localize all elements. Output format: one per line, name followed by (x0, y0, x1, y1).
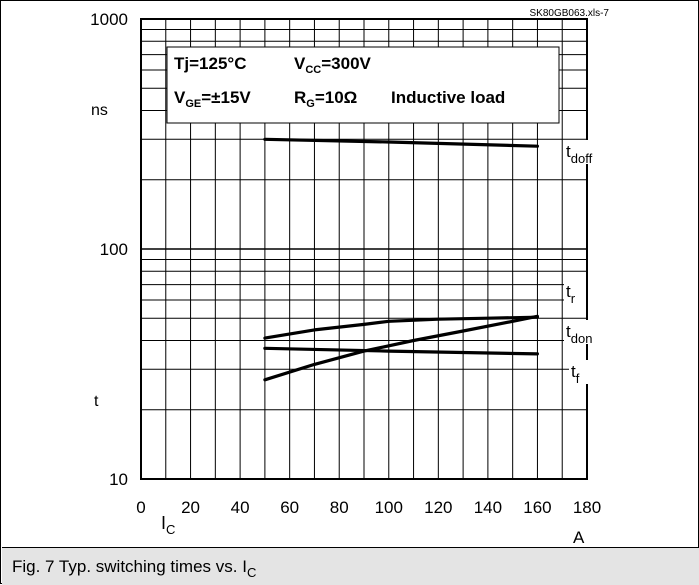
series-label-t-f: tf (571, 362, 580, 386)
x-axis-labels: 0 20 40 60 80 100 120 140 160 180 (136, 498, 601, 517)
conditions-box-bg (166, 46, 560, 124)
series-group (263, 137, 540, 382)
x-tick-label: 0 (136, 498, 145, 517)
condition-tj: Tj=125°C (174, 54, 246, 73)
x-symbol-label: IC (161, 513, 175, 537)
y-axis-labels: 10 100 1000 (90, 10, 128, 489)
series-line-t-r (263, 315, 540, 340)
series-labels: tdoff tr tdon tf (564, 140, 610, 386)
condition-rg: RG=10Ω (294, 88, 357, 110)
plot-border (140, 18, 588, 480)
conditions-box: Tj=125°C VCC=300V VGE=±15V RG=10Ω Induct… (166, 46, 560, 124)
y-unit-label: ns (91, 102, 108, 119)
x-tick-label: 60 (280, 498, 299, 517)
condition-vge: VGE=±15V (174, 88, 251, 110)
caption-bar: Fig. 7 Typ. switching times vs. IC (2, 547, 699, 585)
x-tick-label: 80 (330, 498, 349, 517)
series-label-bg (564, 140, 610, 164)
series-label-t-r: tr (566, 282, 576, 306)
switching-times-chart: Tj=125°C VCC=300V VGE=±15V RG=10Ω Induct… (90, 8, 610, 547)
series-label-bg (564, 320, 602, 344)
condition-load: Inductive load (391, 88, 505, 107)
x-tick-label: 140 (474, 498, 502, 517)
series-label-t-don: tdon (566, 322, 592, 346)
figure-caption: Fig. 7 Typ. switching times vs. IC (12, 557, 257, 580)
series-label-bg (569, 360, 591, 384)
series-line-t-doff (263, 137, 540, 148)
x-tick-label: 100 (375, 498, 403, 517)
x-tick-label: 180 (573, 498, 601, 517)
x-tick-label: 40 (231, 498, 250, 517)
series-line-t-don (263, 314, 540, 382)
source-label: SK80GB063.xls-7 (530, 8, 610, 19)
series-label-t-doff: tdoff (566, 142, 593, 166)
x-unit-label: A (573, 528, 585, 547)
series-line-t-f (263, 346, 540, 356)
y-tick-label: 1000 (90, 10, 128, 29)
series-label-bg (564, 280, 586, 304)
y-symbol-label: t (94, 393, 99, 410)
x-tick-label: 120 (424, 498, 452, 517)
y-tick-label: 100 (100, 240, 128, 259)
x-tick-label: 160 (523, 498, 551, 517)
condition-vcc: VCC=300V (294, 54, 372, 76)
x-tick-label: 20 (181, 498, 200, 517)
y-tick-label: 10 (109, 470, 128, 489)
